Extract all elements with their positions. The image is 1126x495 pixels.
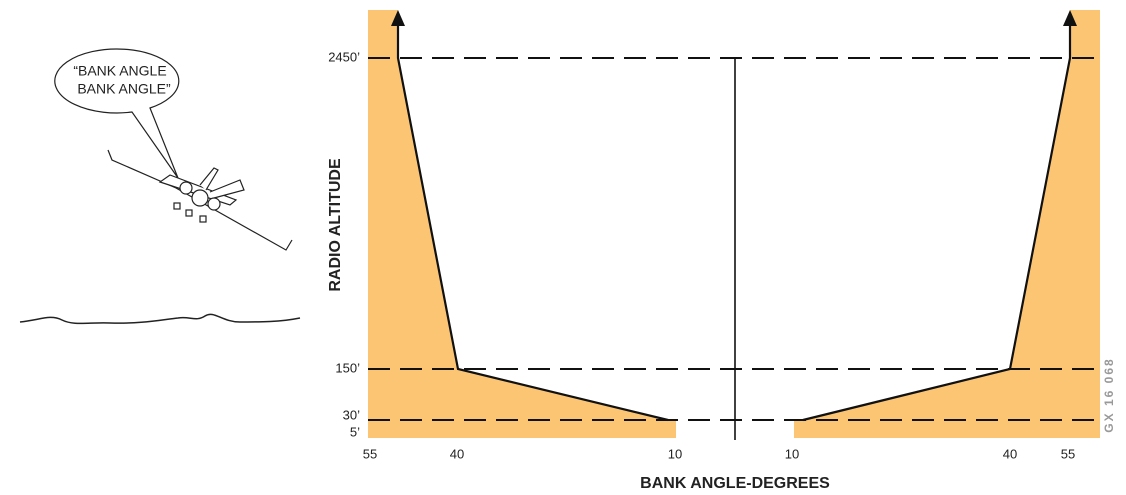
altitude-label: 2450’ xyxy=(328,49,360,64)
ground xyxy=(19,313,301,325)
arrow-head xyxy=(1063,10,1077,26)
callout-line: BANK ANGLE” xyxy=(77,81,171,97)
airplane xyxy=(107,149,293,251)
x-axis-title: BANK ANGLE-DEGREES xyxy=(640,475,830,492)
bank-label: 55 xyxy=(1061,446,1075,461)
altitude-label: 30’ xyxy=(343,407,360,422)
bank-label: 10 xyxy=(668,446,682,461)
figure-id: GX 16 068 xyxy=(1102,357,1116,432)
bank-label: 40 xyxy=(1003,446,1017,461)
altitude-label: 150’ xyxy=(335,360,360,375)
boundary-right xyxy=(802,22,1072,422)
bank-label: 55 xyxy=(363,446,377,461)
speech-bubble xyxy=(54,48,180,179)
bank-label: 40 xyxy=(450,446,464,461)
altitude-label: 5’ xyxy=(350,424,360,439)
alert-region-right xyxy=(794,10,1100,438)
alert-region-left xyxy=(368,10,676,438)
y-axis-title: RADIO ALTITUDE xyxy=(327,158,344,292)
callout-line: “BANK ANGLE xyxy=(73,63,166,79)
boundary-left xyxy=(396,22,669,422)
bank-label: 10 xyxy=(785,446,799,461)
arrow-head xyxy=(391,10,405,26)
